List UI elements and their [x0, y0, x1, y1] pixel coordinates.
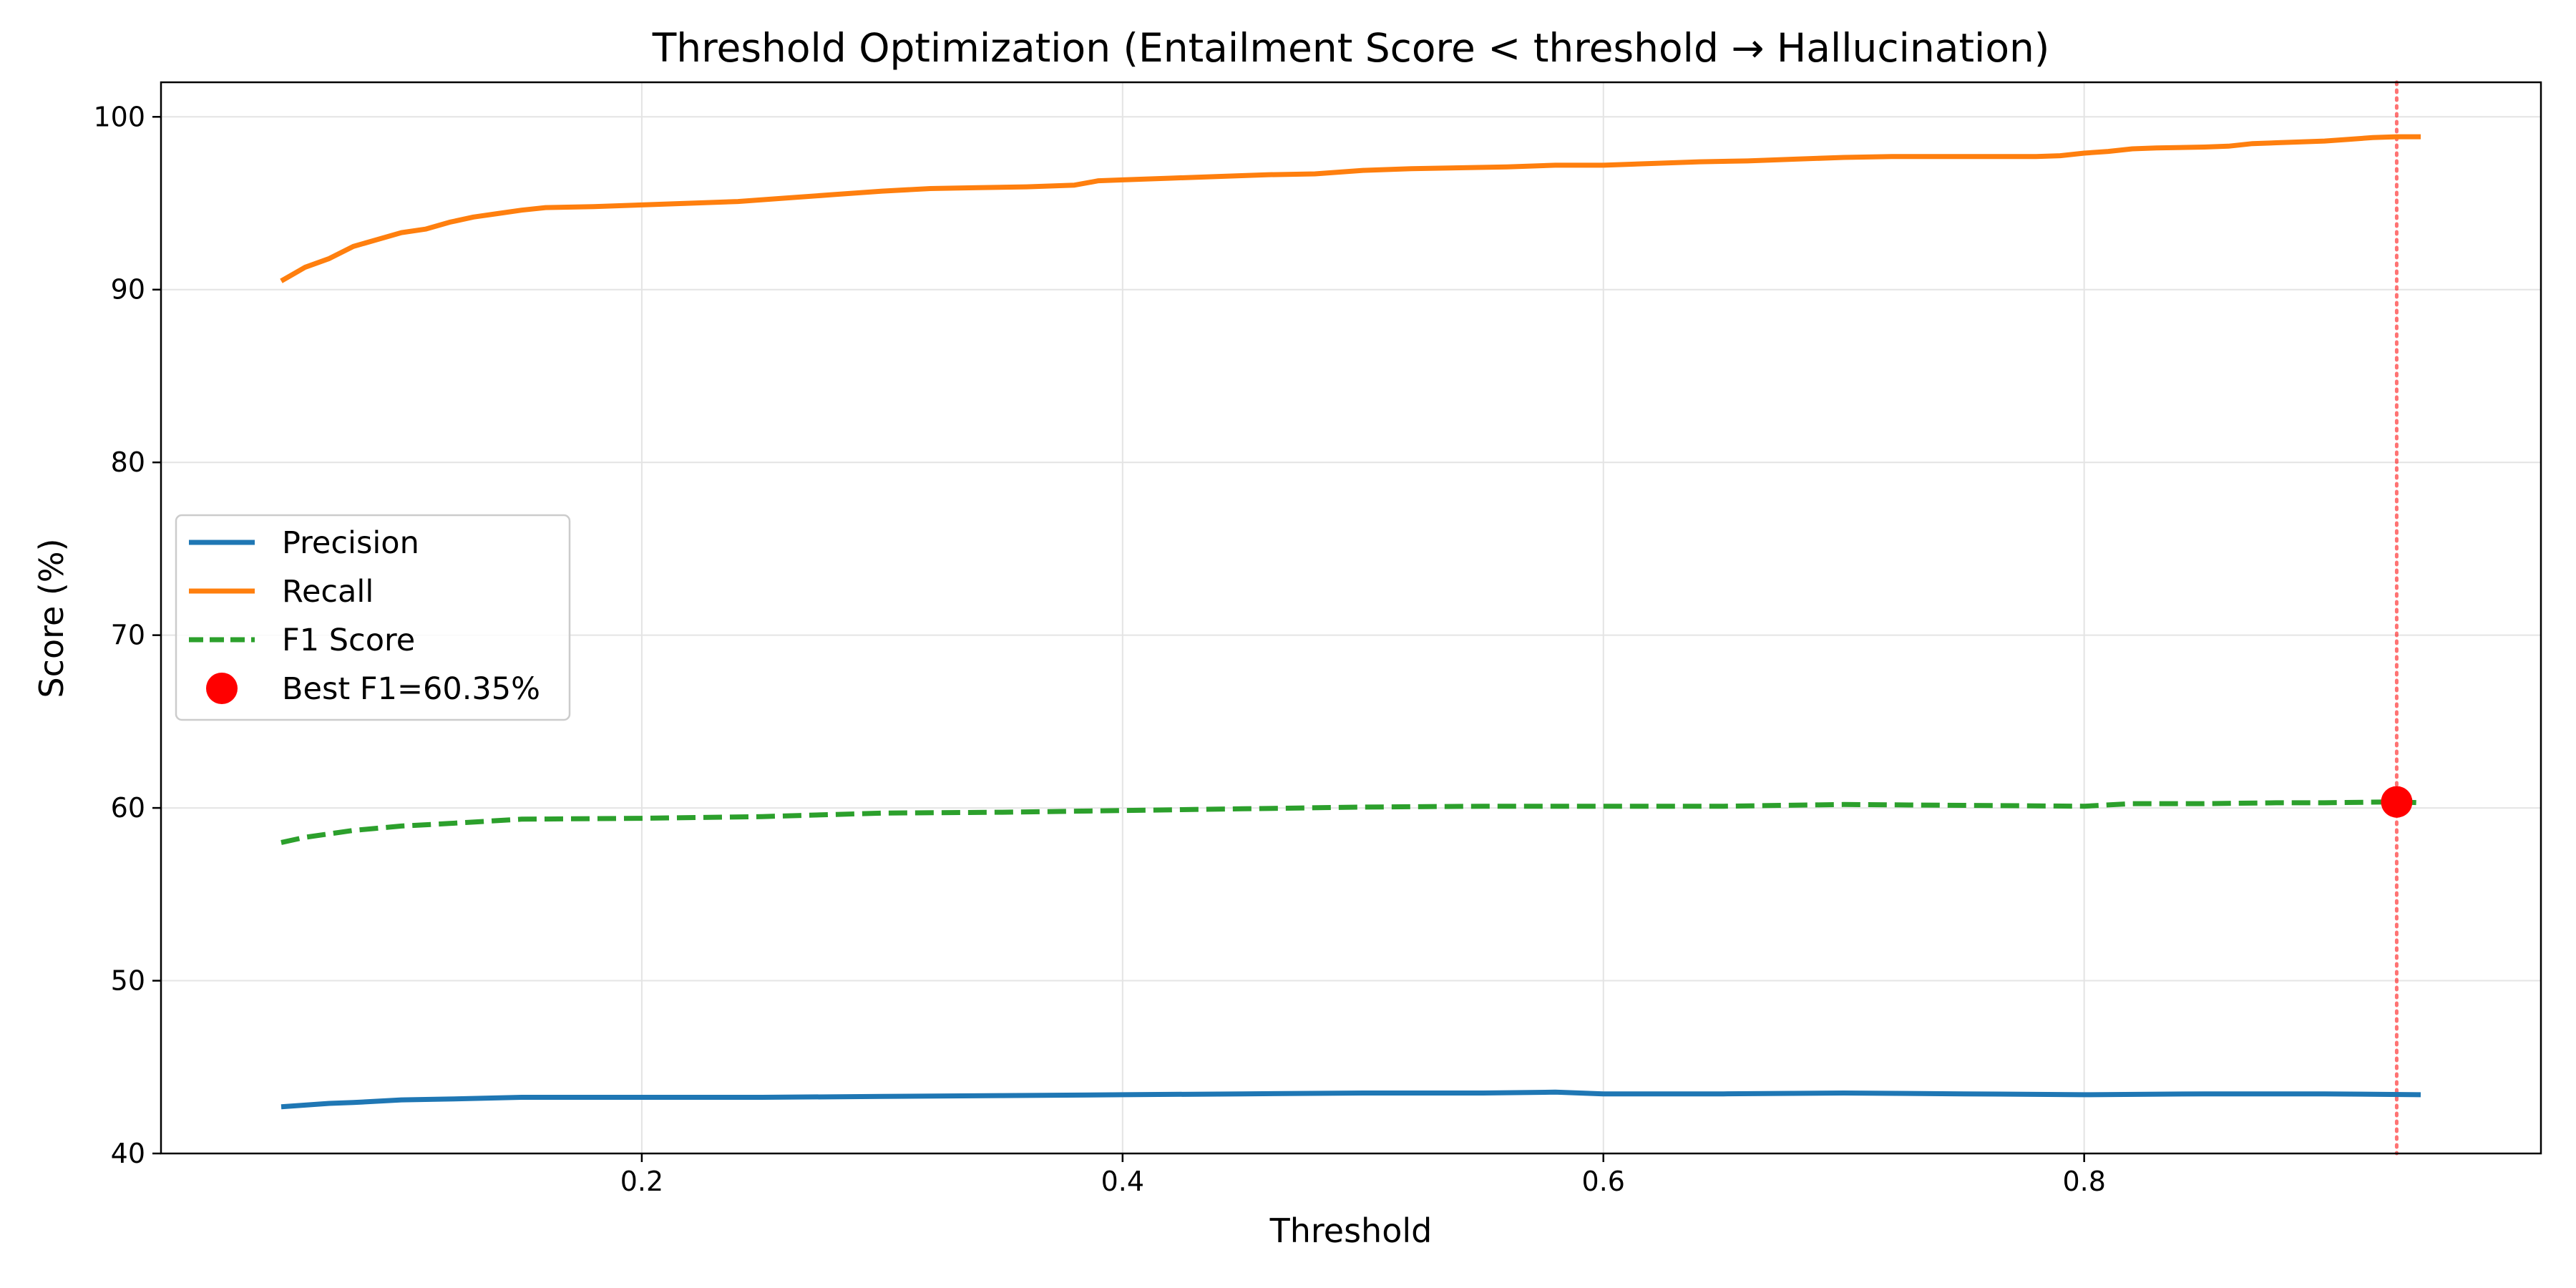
series-line-precision [280, 1089, 2421, 1110]
plot-frame [160, 81, 2542, 1155]
legend-box [175, 514, 571, 721]
x-tick-label: 0.6 [1582, 1166, 1625, 1197]
series-layer [280, 134, 2421, 1110]
legend-recall-label: Recall [282, 574, 374, 610]
legend-f1-score-label: F1 Score [282, 623, 415, 658]
legend-precision-label: Precision [282, 525, 419, 561]
best-f1-marker [2381, 786, 2413, 818]
y-tick-label: 70 [111, 620, 145, 651]
y-axis-label: Score (%) [32, 538, 71, 698]
chart-title: Threshold Optimization (Entailment Score… [652, 25, 2050, 71]
y-tick-label: 50 [111, 965, 145, 997]
legend-best-f1-swatch [206, 673, 238, 704]
marker-layer [2381, 786, 2413, 818]
x-tick-label: 0.4 [1101, 1166, 1144, 1197]
tick-layer: 0.2 0.4 0.6 0.8 40 50 60 70 80 90 100 [93, 101, 2105, 1197]
x-tick-label: 0.2 [620, 1166, 663, 1197]
y-tick-label: 90 [111, 274, 145, 306]
y-tick-label: 40 [111, 1138, 145, 1169]
series-line-f1-score [280, 799, 2421, 845]
x-axis-label: Threshold [1269, 1211, 1433, 1250]
x-tick-label: 0.8 [2062, 1166, 2105, 1197]
y-tick-label: 80 [111, 447, 145, 478]
legend: Precision Recall F1 Score Best F1=60.35% [175, 514, 571, 721]
y-tick-label: 100 [93, 101, 145, 132]
legend-best-f1-label: Best F1=60.35% [282, 671, 540, 707]
series-line-recall [280, 134, 2421, 283]
y-tick-label: 60 [111, 792, 145, 824]
